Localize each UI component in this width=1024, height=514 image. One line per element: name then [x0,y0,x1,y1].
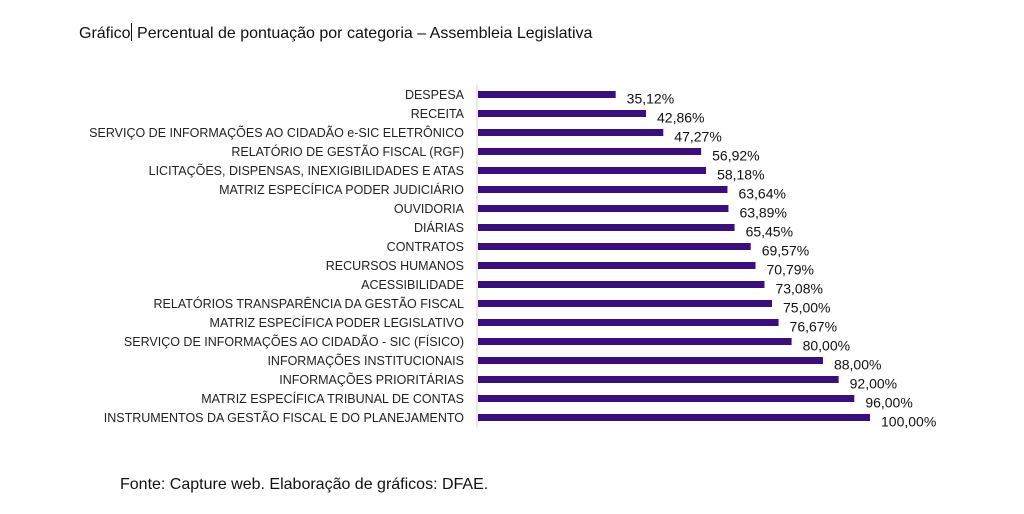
source-note: Fonte: Capture web. Elaboração de gráfic… [120,476,489,493]
category-label: RECEITA [411,107,465,121]
data-label: 96,00% [865,395,912,411]
category-label: INFORMAÇÕES PRIORITÁRIAS [279,372,464,387]
bar [478,129,664,136]
category-label: INFORMAÇÕES INSTITUCIONAIS [267,353,464,368]
title-prefix: Gráfico [79,25,131,42]
data-label: 69,57% [762,243,809,259]
data-label: 63,89% [739,205,786,221]
bar [478,167,707,174]
bar [478,148,702,155]
bar [478,186,728,193]
title-rest: Percentual de pontuação por categoria – … [132,25,593,42]
data-label: 75,00% [783,300,830,316]
bar [478,91,616,98]
data-label: 73,08% [775,281,822,297]
bar [478,319,779,326]
chart-title: Gráfico Percentual de pontuação por cate… [79,23,592,43]
category-label: RECURSOS HUMANOS [326,259,464,273]
category-label: MATRIZ ESPECÍFICA TRIBUNAL DE CONTAS [201,391,464,406]
category-label: SERVIÇO DE INFORMAÇÕES AO CIDADÃO - SIC … [124,334,464,349]
data-label: 88,00% [834,357,881,373]
category-label: MATRIZ ESPECÍFICA PODER JUDICIÁRIO [219,182,464,197]
data-label: 35,12% [627,91,674,107]
data-label: 92,00% [850,376,897,392]
data-label: 56,92% [712,148,759,164]
bar [478,414,870,421]
text-cursor [130,23,132,41]
bar [478,376,839,383]
bar [478,262,756,269]
data-label: 100,00% [881,414,936,430]
category-label: MATRIZ ESPECÍFICA PODER LEGISLATIVO [210,315,465,330]
category-label: RELATÓRIO DE GESTÃO FISCAL (RGF) [231,144,464,159]
category-label: DIÁRIAS [414,220,464,235]
bar [478,395,855,402]
bar [478,205,729,212]
bar [478,224,735,231]
data-label: 65,45% [746,224,793,240]
category-label: OUVIDORIA [394,202,465,216]
data-label: 47,27% [674,129,721,145]
category-label: INSTRUMENTOS DA GESTÃO FISCAL E DO PLANE… [104,411,465,425]
bar [478,300,772,307]
category-label: SERVIÇO DE INFORMAÇÕES AO CIDADÃO e-SIC … [89,125,464,140]
data-label: 42,86% [657,110,704,126]
bar [478,243,751,250]
data-label: 70,79% [766,262,813,278]
data-label: 80,00% [803,338,850,354]
bar [478,281,765,288]
category-label: DESPESA [405,88,465,102]
category-label: RELATÓRIOS TRANSPARÊNCIA DA GESTÃO FISCA… [154,296,465,311]
category-label: CONTRATOS [387,240,464,254]
bar [478,110,647,117]
data-label: 58,18% [717,167,764,183]
data-label: 76,67% [790,319,837,335]
bar [478,357,823,364]
category-label: ACESSIBILIDADE [361,278,464,292]
bar [478,338,792,345]
data-label: 63,64% [738,186,785,202]
category-label: LICITAÇÕES, DISPENSAS, INEXIGIBILIDADES … [149,163,464,178]
